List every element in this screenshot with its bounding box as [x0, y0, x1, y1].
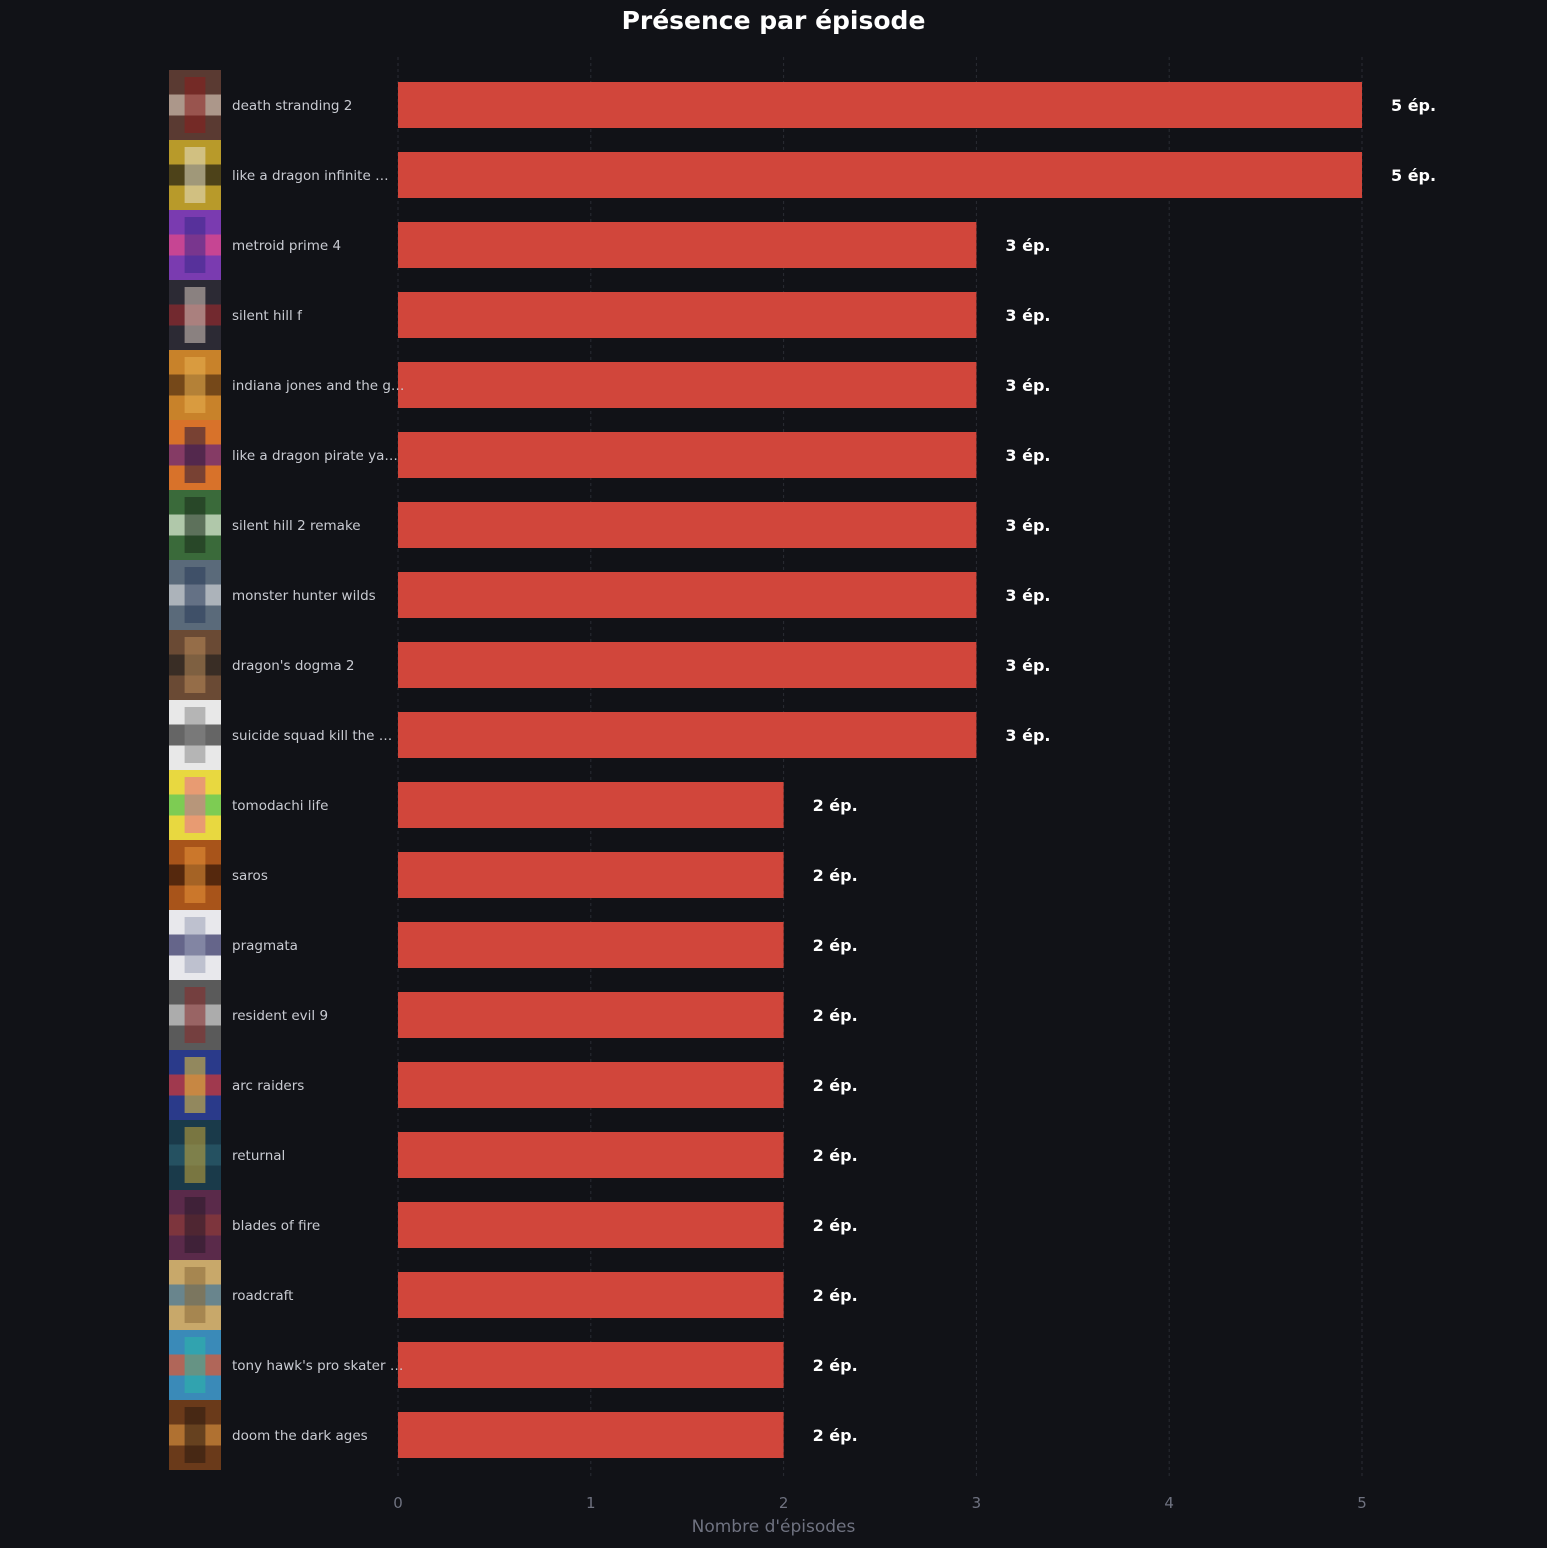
value-label: 2 ép.: [813, 936, 858, 955]
category-label: dragon's dogma 2: [232, 658, 355, 674]
value-label: 2 ép.: [813, 1146, 858, 1165]
game-cover-thumbnail: [169, 630, 221, 700]
value-label: 2 ép.: [813, 1006, 858, 1025]
value-label: 3 ép.: [1005, 306, 1050, 325]
category-label: metroid prime 4: [232, 238, 341, 254]
bar: [398, 502, 977, 548]
value-label: 5 ép.: [1391, 166, 1436, 185]
value-labels: 5 ép. 5 ép. 3 ép. 3 ép. 3 ép. 3 ép. 3 ép. 3 ép.…: [813, 96, 1436, 1445]
bar: [398, 1062, 784, 1108]
value-label: 3 ép.: [1005, 376, 1050, 395]
category-label: returnal: [232, 1148, 285, 1164]
bar: [398, 1412, 784, 1458]
game-cover-thumbnail: [169, 140, 221, 210]
value-label: 2 ép.: [813, 1356, 858, 1375]
category-label: monster hunter wilds: [232, 588, 376, 604]
game-cover-thumbnail: [169, 980, 221, 1050]
bar: [398, 362, 977, 408]
category-label: doom the dark ages: [232, 1428, 368, 1444]
category-label: saros: [232, 868, 268, 884]
value-label: 2 ép.: [813, 866, 858, 885]
category-label: like a dragon pirate ya…: [232, 448, 398, 464]
bar: [398, 222, 977, 268]
bar: [398, 992, 784, 1038]
bar: [398, 712, 977, 758]
category-label: roadcraft: [232, 1288, 293, 1304]
x-tick-label: 0: [393, 1494, 403, 1512]
category-labels: death stranding 2 like a dragon infinite …: [232, 98, 404, 1444]
bar: [398, 82, 1362, 128]
game-cover-thumbnail: [169, 1260, 221, 1330]
bar: [398, 782, 784, 828]
chart-title: Présence par épisode: [621, 6, 926, 35]
category-label: silent hill 2 remake: [232, 518, 361, 534]
game-cover-thumbnail: [169, 1120, 221, 1190]
category-label: indiana jones and the g…: [232, 378, 404, 394]
bar: [398, 152, 1362, 198]
bar: [398, 1132, 784, 1178]
game-cover-thumbnail: [169, 1190, 221, 1260]
game-cover-thumbnail: [169, 490, 221, 560]
value-label: 2 ép.: [813, 1216, 858, 1235]
game-cover-thumbnail: [169, 280, 221, 350]
value-label: 3 ép.: [1005, 236, 1050, 255]
bar: [398, 292, 977, 338]
bar: [398, 852, 784, 898]
value-label: 3 ép.: [1005, 446, 1050, 465]
value-label: 5 ép.: [1391, 96, 1436, 115]
value-label: 3 ép.: [1005, 726, 1050, 745]
game-cover-thumbnail: [169, 1330, 221, 1400]
bar: [398, 642, 977, 688]
game-cover-thumbnail: [169, 910, 221, 980]
category-label: pragmata: [232, 938, 298, 954]
x-tick-label: 1: [586, 1494, 596, 1512]
bar: [398, 1272, 784, 1318]
value-label: 2 ép.: [813, 796, 858, 815]
bar: [398, 572, 977, 618]
category-label: like a dragon infinite …: [232, 168, 389, 184]
game-cover-thumbnail: [169, 210, 221, 280]
category-label: resident evil 9: [232, 1008, 328, 1024]
x-tick-label: 5: [1357, 1494, 1367, 1512]
category-label: arc raiders: [232, 1078, 304, 1094]
category-label: tony hawk's pro skater …: [232, 1358, 403, 1374]
game-cover-thumbnail: [169, 1400, 221, 1470]
value-label: 2 ép.: [813, 1076, 858, 1095]
thumbnails: [169, 70, 221, 1470]
value-label: 3 ép.: [1005, 586, 1050, 605]
category-label: blades of fire: [232, 1218, 320, 1234]
bar: [398, 1202, 784, 1248]
x-tick-label: 2: [779, 1494, 789, 1512]
game-cover-thumbnail: [169, 770, 221, 840]
x-axis-ticks: 0 1 2 3 4 5: [393, 1494, 1367, 1512]
bar: [398, 432, 977, 478]
category-label: silent hill f: [232, 308, 303, 324]
value-label: 3 ép.: [1005, 516, 1050, 535]
game-cover-thumbnail: [169, 840, 221, 910]
game-cover-thumbnail: [169, 1050, 221, 1120]
game-cover-thumbnail: [169, 560, 221, 630]
value-label: 2 ép.: [813, 1426, 858, 1445]
game-cover-thumbnail: [169, 420, 221, 490]
bar: [398, 1342, 784, 1388]
x-tick-label: 3: [972, 1494, 982, 1512]
category-label: tomodachi life: [232, 798, 328, 814]
value-label: 3 ép.: [1005, 656, 1050, 675]
bars: [398, 82, 1362, 1458]
category-label: suicide squad kill the …: [232, 728, 392, 744]
x-axis-label: Nombre d'épisodes: [692, 1517, 856, 1537]
game-cover-thumbnail: [169, 700, 221, 770]
grid-lines: [397, 57, 1363, 1478]
game-cover-thumbnail: [169, 70, 221, 140]
x-tick-label: 4: [1164, 1494, 1174, 1512]
bar: [398, 922, 784, 968]
category-label: death stranding 2: [232, 98, 352, 114]
value-label: 2 ép.: [813, 1286, 858, 1305]
game-cover-thumbnail: [169, 350, 221, 420]
